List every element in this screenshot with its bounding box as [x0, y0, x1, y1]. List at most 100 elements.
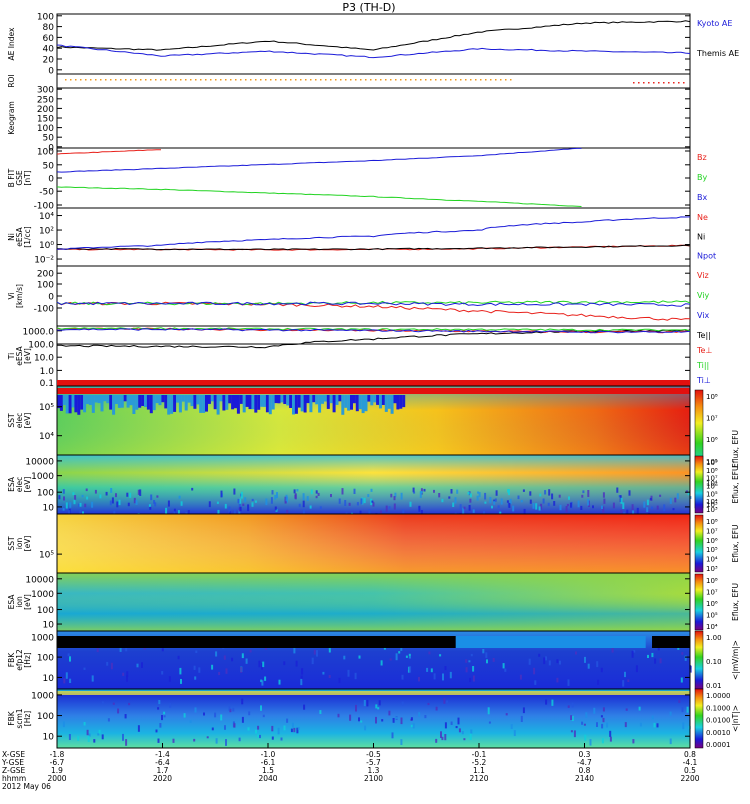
esa-e-noise-cell: [319, 506, 322, 509]
fbk-e-noise-cell: [63, 678, 66, 684]
esa-e-noise-cell: [233, 509, 236, 514]
esa-e-noise-cell: [228, 506, 231, 513]
esa-e-noise-cell: [438, 493, 441, 498]
fbk-e-noise-cell: [492, 658, 495, 662]
fbk-e-noise-cell: [559, 660, 561, 665]
cb-esa-e-tick: 10⁵: [706, 490, 718, 498]
fbk-b-noise-cell: [112, 702, 115, 705]
fbk-b-noise-cell: [159, 723, 162, 728]
sst-e-bin: [187, 395, 191, 403]
cb-sst-i-tick: 10⁴: [706, 556, 718, 564]
x-x-value: 0.8: [684, 750, 696, 759]
fbk-b-noise-cell: [378, 700, 381, 706]
fbk-e-noise-cell: [482, 649, 485, 654]
esa-e-noise-cell: [538, 506, 541, 511]
fbk-e-noise-cell: [225, 668, 228, 674]
sst-e-ylabel: SSTelec[eV]: [7, 413, 32, 429]
sst-e-bin: [303, 395, 307, 413]
esa-e-noise-cell: [544, 490, 547, 495]
roi-marker: [480, 79, 482, 81]
cb-esa-e-tick: 10⁸: [706, 467, 718, 475]
sst-e-bin: [402, 395, 406, 408]
ni-series-ni: [57, 244, 691, 251]
esa-e-noise-cell: [663, 504, 666, 512]
roi-marker: [385, 79, 387, 81]
esa-e-noise-cell: [178, 495, 181, 499]
x-row-label: Z-GSE: [2, 766, 26, 775]
esa-e-noise-cell: [476, 495, 479, 501]
fbk-b-noise-cell: [125, 739, 128, 746]
sst-e-bin: [132, 395, 136, 414]
ti-legend-1: Te⊥: [696, 346, 712, 355]
esa-e-noise-cell: [217, 509, 220, 516]
panel-bfit: 100 50 0 -50 -100 B FITGSE[nT] Bz By Bx: [7, 147, 707, 212]
sst-e-bin: [332, 395, 336, 413]
esa-e-noise-cell: [238, 503, 241, 510]
esa-e-noise-cell: [394, 492, 397, 498]
esa-e-noise-cell: [173, 511, 176, 515]
fbk-b-noise-cell: [277, 727, 280, 735]
fbk-b-noise-cell: [291, 722, 294, 728]
bfit-ylabel-line: [nT]: [23, 170, 32, 185]
fbk-e-noise-cell: [469, 677, 472, 683]
fbk-b-noise-cell: [241, 698, 244, 705]
esa-e-noise-cell: [293, 489, 296, 494]
esa-e-noise-cell: [94, 489, 97, 494]
esa-e-noise-cell: [309, 505, 312, 509]
ti-ylabel-line: Ti: [7, 353, 16, 360]
roi-marker: [465, 79, 467, 81]
cb-sst-e-tick: 10⁵: [706, 458, 718, 466]
cb-sst-i-tick: 10⁸: [706, 518, 718, 526]
fbk-e-noise-cell: [96, 647, 99, 653]
esa-e-noise-cell: [285, 494, 288, 502]
sst-e-bin: [236, 395, 240, 414]
fbk-b-noise-cell: [632, 739, 635, 744]
fbk-b-noise-cell: [87, 736, 90, 742]
roi-marker: [425, 79, 427, 81]
fbk-b-noise-cell: [522, 707, 525, 714]
roi-marker: [70, 79, 72, 81]
esa-e-noise-cell: [620, 509, 623, 513]
sst-e-tick-label: 10⁵: [39, 403, 54, 413]
ti-series-ti-: [56, 328, 691, 334]
fbk-e-noise-cell: [69, 678, 72, 683]
roi-marker: [75, 79, 77, 81]
fbk-b-noise-cell: [596, 722, 598, 727]
sst-e-bin: [300, 395, 304, 412]
sst-e-bin: [65, 395, 69, 414]
fbk-e-noise-cell: [311, 657, 314, 665]
roi-marker: [310, 79, 312, 81]
fbk-b-noise-cell: [545, 699, 548, 705]
sst-e-bin: [173, 395, 177, 412]
fbk-b-noise-cell: [124, 714, 127, 719]
esa-e-noise-cell: [270, 497, 273, 504]
sst-e-bin: [146, 395, 150, 410]
keogram-tick-label: 100: [37, 124, 54, 134]
esa-e-noise-cell: [649, 497, 652, 501]
fbk-b-noise-cell: [363, 700, 366, 707]
esa-e-noise-cell: [306, 496, 309, 501]
fbk-b-noise-cell: [669, 738, 672, 745]
vi-legend-2: Vix: [697, 311, 710, 320]
sst-e-bin: [205, 395, 208, 412]
fbk-e-noise-cell: [534, 680, 537, 685]
cb-fbk-b-tick: 0.1000: [706, 704, 731, 712]
bfit-tick-label: -50: [39, 188, 54, 198]
esa-e-noise-cell: [553, 501, 556, 506]
x-y-value: -6.7: [50, 758, 65, 767]
sst-e-bin: [120, 395, 124, 408]
esa-e-noise-cell: [247, 504, 250, 512]
roi-marker: [195, 79, 197, 81]
fbk-b-noise-cell: [183, 713, 186, 718]
x-z-value: 1.9: [51, 766, 63, 775]
esa-e-noise-cell: [507, 489, 509, 493]
sst-i-ylabel-line: ion: [15, 538, 24, 550]
fbk-b-noise-cell: [303, 704, 306, 710]
sst-e-bin: [62, 395, 66, 405]
fbk-b-noise-cell: [625, 708, 628, 711]
fbk-b-noise-cell: [601, 723, 604, 729]
fbk-b-noise-cell: [215, 738, 218, 744]
sst-e-bin: [350, 395, 353, 410]
